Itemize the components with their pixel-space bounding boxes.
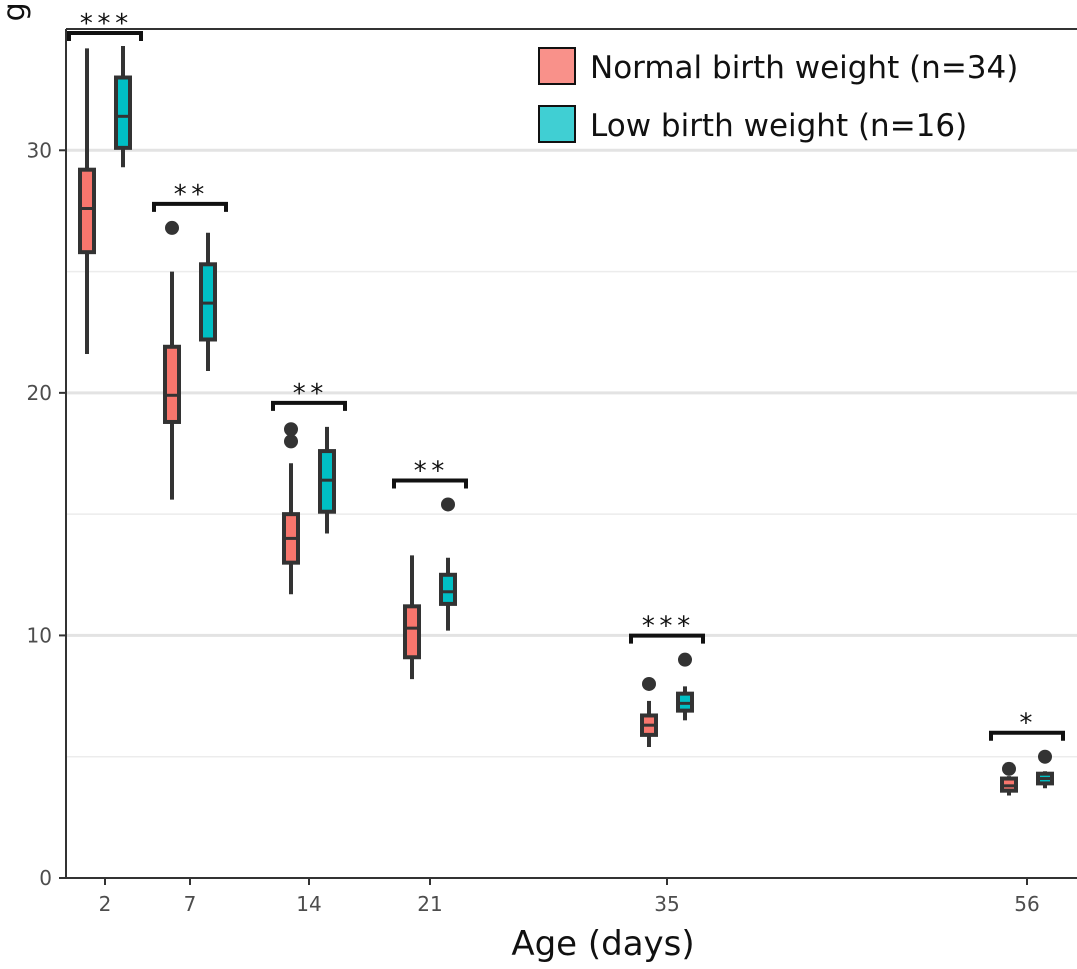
significance-label: ** xyxy=(291,379,326,409)
outlier-point xyxy=(678,652,692,667)
significance-day-14: ** xyxy=(271,379,347,411)
box-normal-day-2 xyxy=(78,48,96,355)
legend-label: Normal birth weight (n=34) xyxy=(590,50,1018,86)
box-normal-day-56 xyxy=(1000,761,1018,796)
significance-annotations: ************* xyxy=(67,9,1065,741)
box-normal-day-35 xyxy=(640,676,658,748)
y-tick-label: 20 xyxy=(27,381,52,405)
significance-bracket xyxy=(629,633,705,644)
legend-label: Low birth weight (n=16) xyxy=(590,108,967,144)
legend-swatch xyxy=(538,47,576,85)
legend-item-low: Low birth weight (n=16) xyxy=(538,105,967,144)
legend-swatch xyxy=(538,105,576,143)
significance-day-35: *** xyxy=(629,612,705,644)
significance-bracket xyxy=(989,730,1065,741)
significance-label: *** xyxy=(79,9,132,39)
box-low-day-56 xyxy=(1036,749,1054,789)
significance-label: ** xyxy=(172,180,207,210)
significance-day-2: *** xyxy=(67,9,143,41)
box-low-day-7 xyxy=(199,232,217,372)
box-iqr xyxy=(163,344,181,424)
grid-lines xyxy=(66,148,1077,758)
outlier-point xyxy=(165,220,179,235)
box-low-day-2 xyxy=(114,45,132,168)
x-tick-label: 7 xyxy=(184,892,197,916)
significance-label: ** xyxy=(412,456,447,486)
significance-label: * xyxy=(1018,709,1036,739)
box-iqr xyxy=(78,167,96,255)
significance-bracket xyxy=(271,400,347,411)
outlier-point xyxy=(1002,761,1016,776)
box-low-day-35 xyxy=(676,652,694,721)
y-tick-label: 10 xyxy=(27,623,52,647)
outlier-point xyxy=(1038,749,1052,764)
box-iqr xyxy=(403,604,421,660)
box-normal-day-14 xyxy=(282,422,300,595)
outlier-point xyxy=(284,434,298,449)
x-tick-label: 56 xyxy=(1014,892,1039,916)
significance-day-7: ** xyxy=(152,180,228,212)
y-tick-label: 30 xyxy=(27,138,52,162)
significance-day-21: ** xyxy=(392,456,468,489)
x-tick-label: 21 xyxy=(417,892,442,916)
box-low-day-21 xyxy=(439,497,457,631)
significance-bracket xyxy=(392,478,468,489)
x-axis-label: Age (days) xyxy=(511,924,694,964)
x-tick-label: 14 xyxy=(296,892,321,916)
y-axis-label-fragment: g) xyxy=(0,0,32,21)
significance-bracket xyxy=(67,31,143,41)
significance-label: *** xyxy=(641,612,694,642)
outlier-point xyxy=(441,497,455,512)
box-normal-day-21 xyxy=(403,555,421,680)
box-normal-day-7 xyxy=(163,220,181,500)
box-series xyxy=(78,45,1054,796)
significance-bracket xyxy=(152,201,228,212)
y-tick-label: 0 xyxy=(39,866,52,890)
box-iqr xyxy=(439,572,457,606)
box-low-day-14 xyxy=(318,426,336,534)
legend: Normal birth weight (n=34) Low birth weig… xyxy=(538,47,1018,144)
outlier-point xyxy=(642,676,656,691)
legend-item-normal: Normal birth weight (n=34) xyxy=(538,47,1018,86)
significance-day-56: * xyxy=(989,709,1065,741)
box-iqr xyxy=(114,75,132,150)
x-tick-label: 2 xyxy=(99,892,112,916)
axes: 0 10 20 30 2 7 14 21 35 56 xyxy=(27,28,1077,916)
x-tick-label: 35 xyxy=(654,892,679,916)
outlier-point xyxy=(284,422,298,437)
